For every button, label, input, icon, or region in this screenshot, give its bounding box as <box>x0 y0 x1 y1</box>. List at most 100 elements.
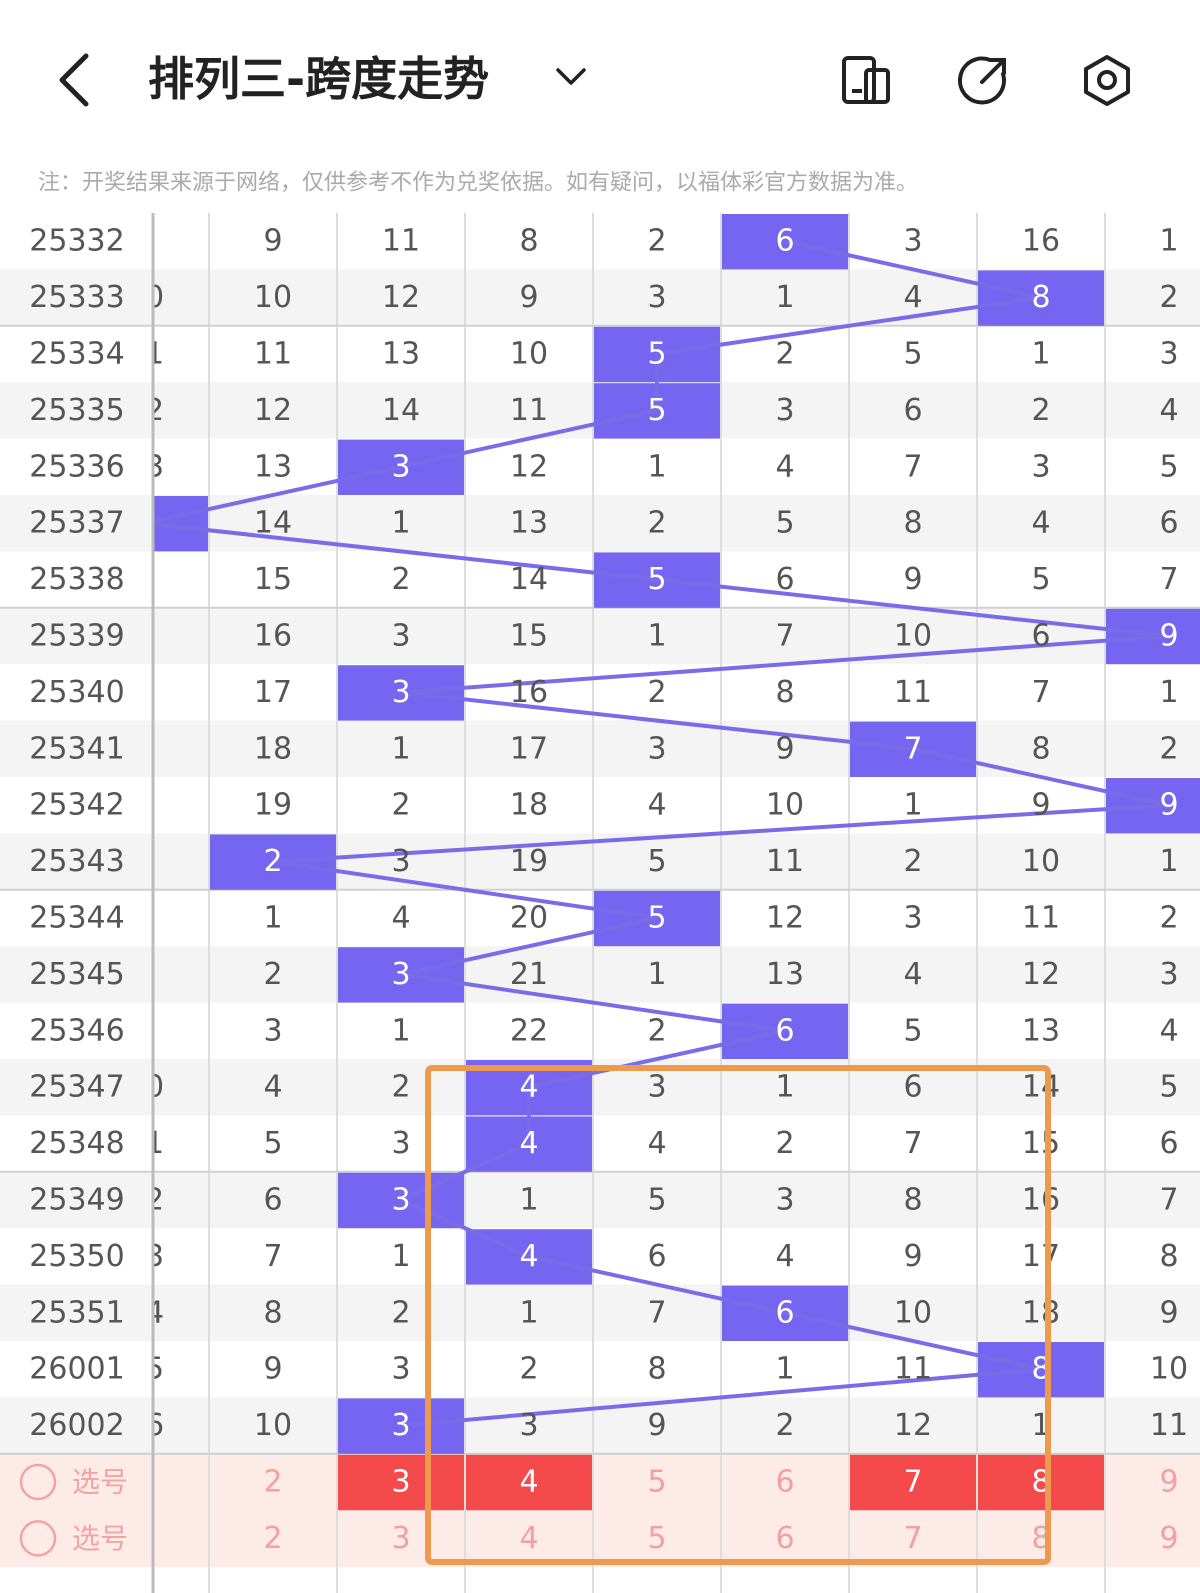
row-background <box>154 607 1200 665</box>
issue-number: 25342 <box>29 788 124 823</box>
omission-number: 17 <box>1022 1239 1060 1274</box>
omission-number: 7 <box>263 1239 282 1274</box>
omission-number: 3 <box>263 1013 282 1048</box>
omission-number: 15 <box>510 619 548 654</box>
omission-number: 16 <box>254 619 292 654</box>
select-number[interactable]: 2 <box>263 1521 282 1556</box>
omission-number: 14 <box>382 393 420 428</box>
omission-number: 8 <box>647 1352 666 1387</box>
layout-button[interactable] <box>842 56 890 104</box>
omission-number: 4 <box>775 1239 794 1274</box>
trend-line <box>400 972 786 1033</box>
omission-number: 3 <box>775 1183 794 1218</box>
issue-number: 25335 <box>29 393 124 428</box>
omission-number: 11 <box>894 675 932 710</box>
select-number[interactable]: 9 <box>1159 1465 1178 1500</box>
select-number[interactable]: 7 <box>903 1521 922 1556</box>
omission-number: 4 <box>775 449 794 484</box>
omission-number: 3 <box>903 901 922 936</box>
select-number[interactable]: 4 <box>519 1521 538 1556</box>
select-number[interactable]: 5 <box>647 1521 666 1556</box>
trend-line <box>400 634 1170 695</box>
omission-number: 12 <box>894 1408 932 1443</box>
select-number[interactable]: 5 <box>647 1465 666 1500</box>
omission-number: 9 <box>519 280 538 315</box>
issue-number: 25337 <box>29 506 124 541</box>
omission-number: 1 <box>775 1070 794 1105</box>
omission-number: 10 <box>254 1408 292 1443</box>
omission-number: 1 <box>775 280 794 315</box>
omission-number: 1 <box>391 1239 410 1274</box>
highlighted-number: 4 <box>519 1126 538 1161</box>
issue-background <box>0 1171 152 1229</box>
select-radio[interactable] <box>19 1520 57 1557</box>
select-number[interactable]: 4 <box>519 1465 538 1500</box>
highlighted-number: 5 <box>647 337 666 372</box>
omission-number: 12 <box>766 901 804 936</box>
row-background <box>154 1228 1200 1286</box>
select-number[interactable]: 3 <box>391 1521 410 1556</box>
omission-number: 2 <box>391 788 410 823</box>
omission-number: 11 <box>382 224 420 259</box>
omission-number: 11 <box>254 337 292 372</box>
omission-number: 12 <box>254 393 292 428</box>
omission-number: 1 <box>647 957 666 992</box>
back-button[interactable] <box>59 53 89 107</box>
omission-number: 6 <box>903 393 922 428</box>
issue-background <box>0 607 152 665</box>
omission-number: 5 <box>1031 562 1050 597</box>
omission-number: 1 <box>1031 337 1050 372</box>
select-number[interactable]: 2 <box>263 1465 282 1500</box>
trend-line <box>272 859 658 920</box>
omission-number: 10 <box>254 280 292 315</box>
omission-number: 6 <box>903 1070 922 1105</box>
selected-cell <box>466 1454 592 1511</box>
omission-number: 13 <box>126 1239 164 1274</box>
highlighted-number: 9 <box>1159 788 1178 823</box>
omission-number: 2 <box>775 337 794 372</box>
omission-number: 1 <box>1159 224 1178 259</box>
omission-number: 1 <box>391 506 410 541</box>
omission-number: 16 <box>1022 1183 1060 1218</box>
omission-number: 2 <box>1031 393 1050 428</box>
omission-number: 1 <box>903 788 922 823</box>
omission-number: 15 <box>1022 1126 1060 1161</box>
row-background <box>154 1002 1200 1060</box>
issue-number: 25351 <box>29 1295 124 1330</box>
select-number[interactable]: 7 <box>903 1465 922 1500</box>
row-background <box>154 1115 1200 1173</box>
row-background <box>154 1510 1200 1568</box>
omission-number: 9 <box>903 1239 922 1274</box>
omission-number: 1 <box>391 1013 410 1048</box>
row-background <box>154 1171 1200 1229</box>
omission-number: 10 <box>1022 844 1060 879</box>
trend-line <box>528 1254 786 1315</box>
omission-number: 3 <box>391 1352 410 1387</box>
select-number[interactable]: 3 <box>391 1465 410 1500</box>
omission-number: 4 <box>647 788 666 823</box>
omission-number: 11 <box>894 1352 932 1387</box>
omission-number: 10 <box>894 1295 932 1330</box>
trend-table: 9911826316110101293148211111310525131212… <box>126 213 1200 1593</box>
select-number[interactable]: 6 <box>775 1465 794 1500</box>
issue-number: 25348 <box>29 1126 124 1161</box>
settings-button[interactable] <box>1084 55 1130 106</box>
issue-background <box>0 777 152 834</box>
dropdown-button[interactable] <box>556 68 586 85</box>
omission-number: 10 <box>126 1070 164 1105</box>
issue-background <box>0 1059 152 1116</box>
omission-number: 4 <box>903 280 922 315</box>
highlighted-number: 4 <box>519 1070 538 1105</box>
select-number[interactable]: 9 <box>1159 1521 1178 1556</box>
omission-number: 12 <box>510 449 548 484</box>
highlighted-number: 3 <box>391 1408 410 1443</box>
share-button[interactable] <box>957 56 1006 105</box>
omission-number: 21 <box>510 957 548 992</box>
issue-background <box>0 946 152 1004</box>
select-number[interactable]: 6 <box>775 1521 794 1556</box>
issue-number: 25349 <box>29 1183 124 1218</box>
trend-line <box>656 577 1170 638</box>
omission-number: 8 <box>903 1183 922 1218</box>
select-radio[interactable] <box>19 1463 57 1501</box>
issue-number: 25339 <box>29 619 124 654</box>
